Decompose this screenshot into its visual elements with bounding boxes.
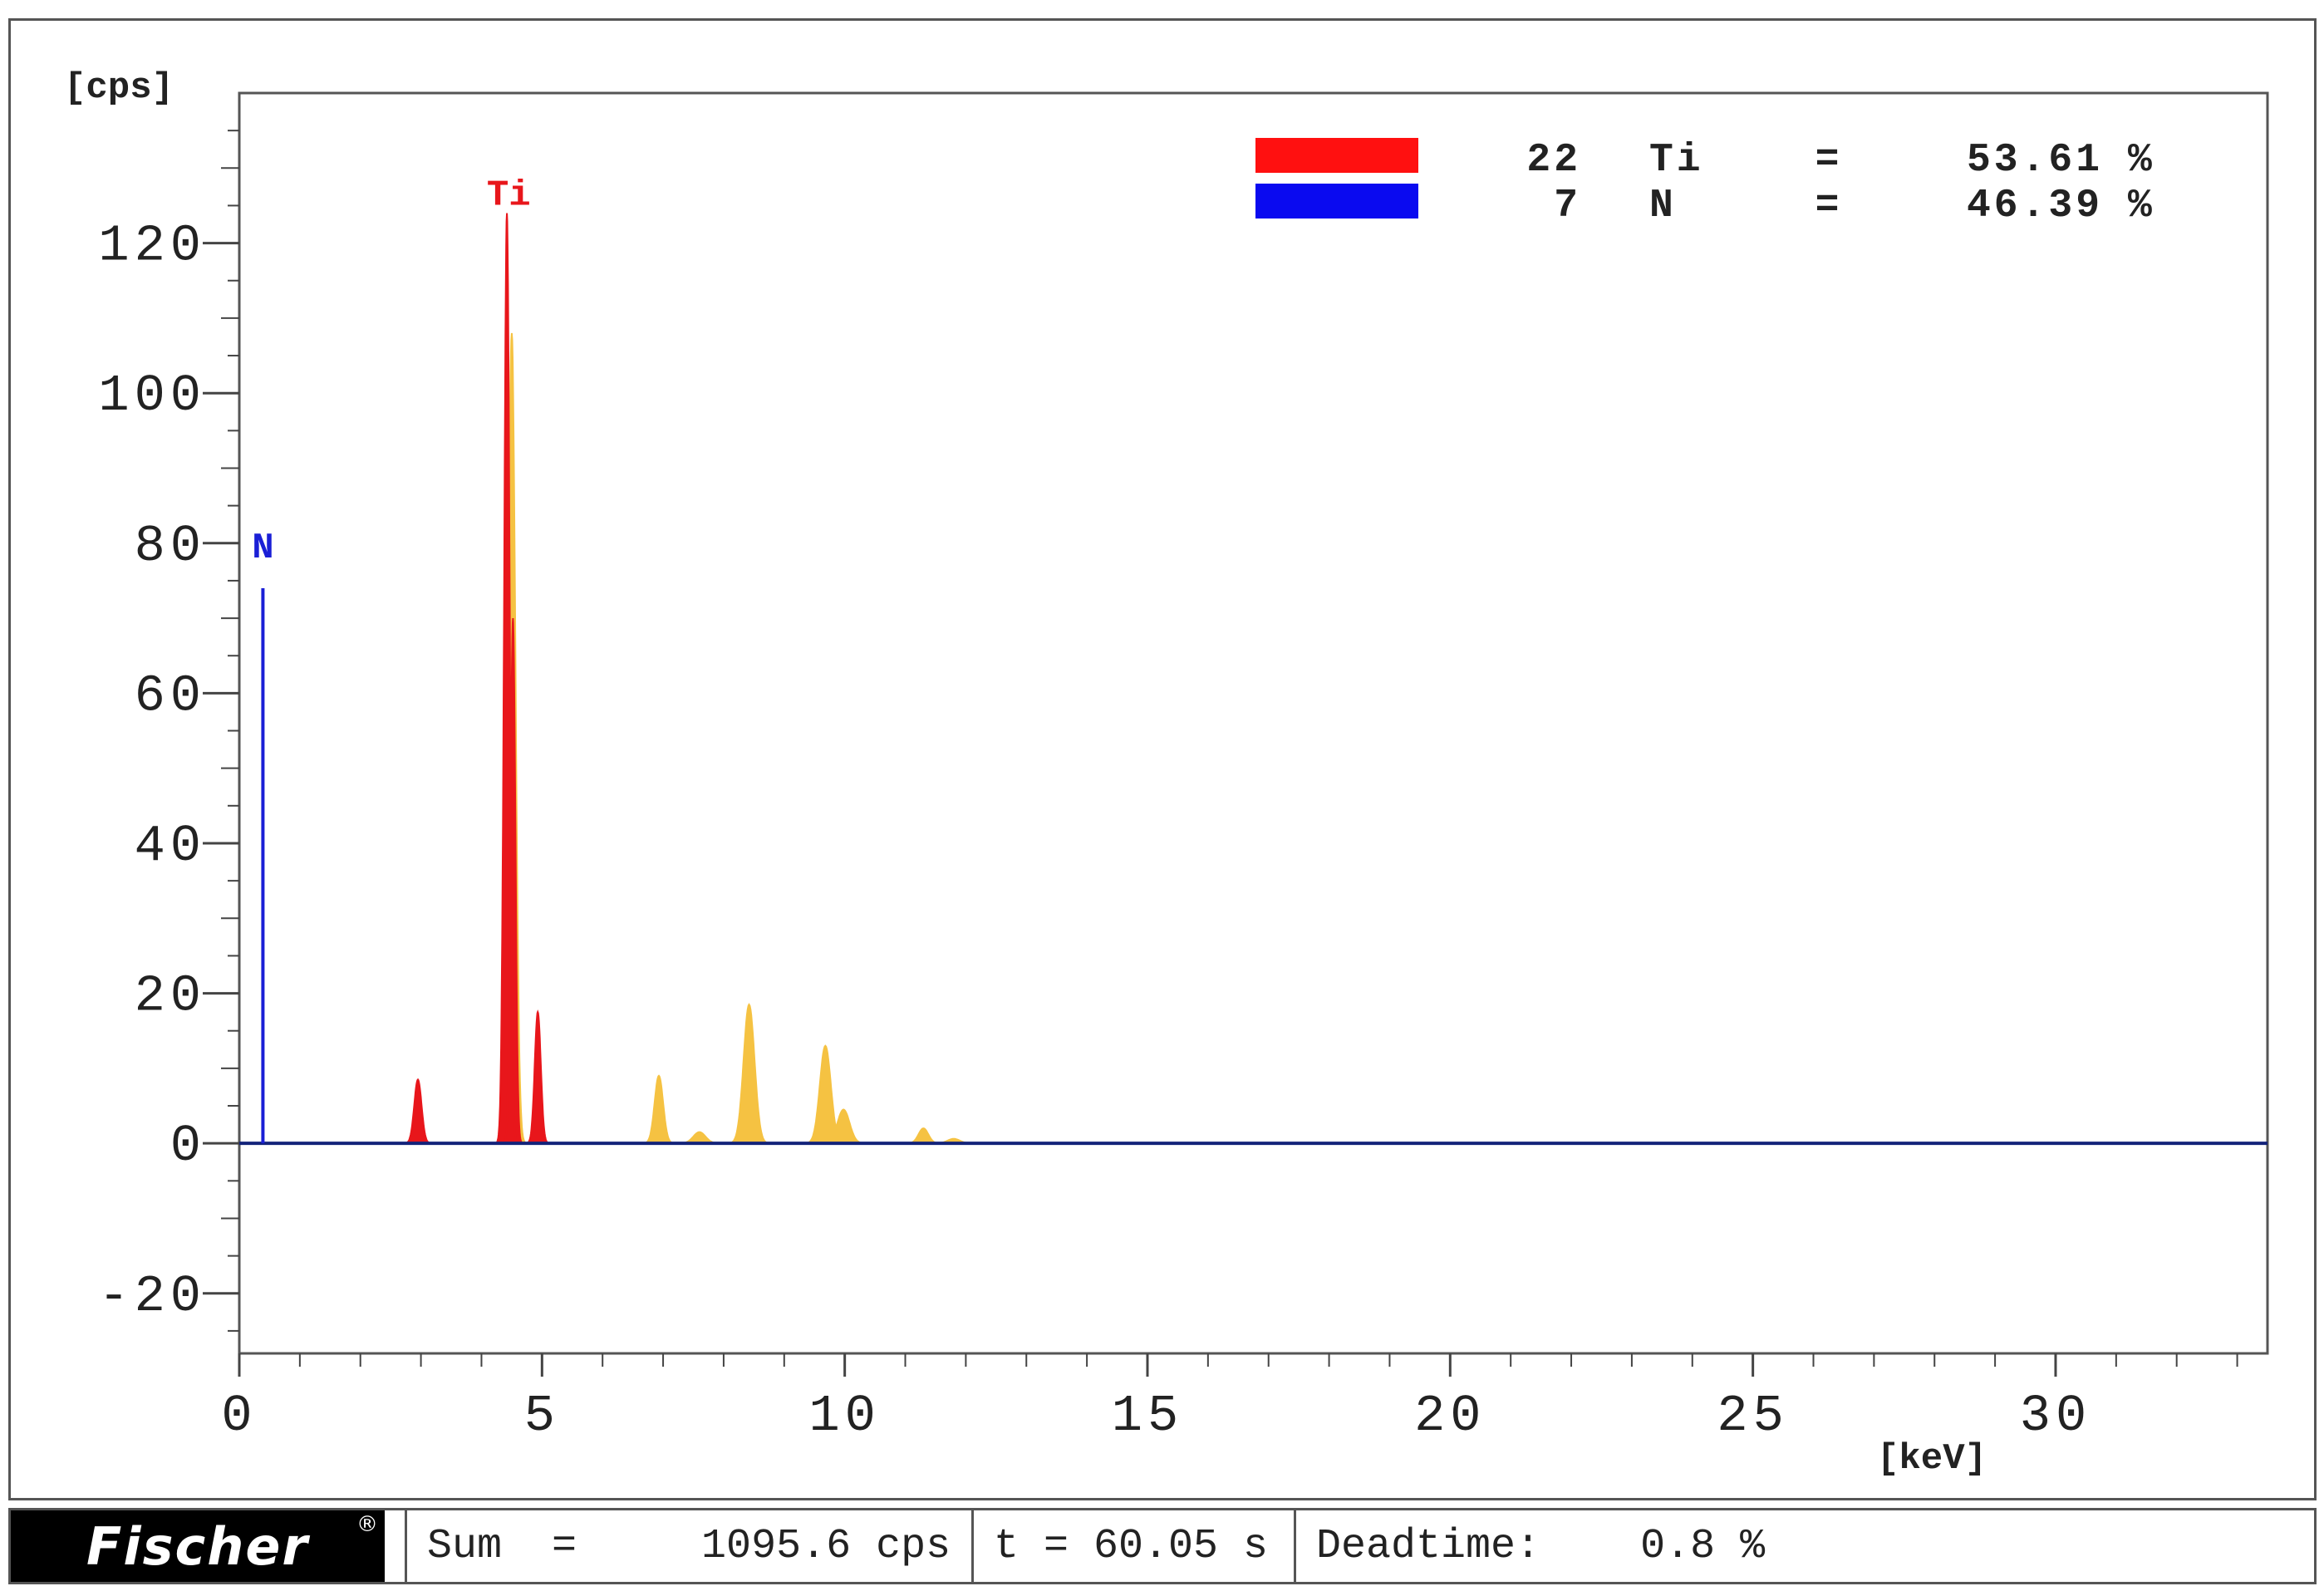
logo-text: Fischer [86,1515,310,1577]
y-tick-label: 20 [135,967,206,1026]
legend-swatch-n [1255,184,1418,219]
legend-swatch-ti [1255,138,1418,173]
sum-readout: Sum = 1095.6 cps [405,1510,971,1582]
y-tick-label: -20 [98,1267,206,1326]
eds-spectrum-chart: -20 0 20 40 60 80 100 120 [cps] 0 5 10 15 20 25 30 [keV]… [64,67,2269,1480]
x-axis-label: [keV] [1877,1438,1987,1480]
time-readout: t = 60.05 s [971,1510,1294,1582]
chart-frame: -20 0 20 40 60 80 100 120 [cps] 0 5 10 15 20 25 30 [keV]… [8,18,2317,1500]
y-tick-label: 80 [135,517,206,576]
x-tick-label: 25 [1717,1387,1788,1446]
legend-value: 53.61 [1967,138,2103,183]
ti-peaks [401,213,551,1145]
fischer-logo: Fischer ® [11,1510,385,1582]
legend-element: Ti [1649,138,1704,183]
deadtime-readout: Deadtime: 0.8 % [1294,1510,2314,1582]
y-tick-label: 100 [98,366,206,425]
y-tick-label: 0 [170,1117,206,1176]
peak-label-ti: Ti [487,174,531,216]
x-tick-label: 10 [808,1387,880,1446]
y-tick-label: 60 [135,666,206,725]
x-tick-label: 5 [524,1387,560,1446]
peak-label-n: N [252,528,273,569]
y-tick-label: 120 [98,217,206,276]
plot-area-border [238,91,2269,1355]
x-tick-label: 20 [1414,1387,1486,1446]
y-axis-label: [cps] [64,67,174,109]
legend-atomic-number: 22 [1526,138,1581,183]
x-tick-label: 30 [2020,1387,2091,1446]
legend-value: 46.39 [1967,184,2103,228]
spectrum-peaks [496,332,980,1145]
legend-unit: % [2128,138,2155,183]
x-tick-label: 15 [1112,1387,1183,1446]
y-tick-label: 40 [135,817,206,876]
legend-equals: = [1815,184,1843,228]
legend-element: N [1649,184,1677,228]
legend-equals: = [1815,138,1843,183]
status-bar: Fischer ® Sum = 1095.6 cps t = 60.05 s D… [8,1508,2317,1584]
legend-unit: % [2128,184,2155,228]
registered-mark: ® [356,1512,378,1537]
legend-atomic-number: 7 [1554,184,1581,228]
x-tick-label: 0 [221,1387,257,1446]
